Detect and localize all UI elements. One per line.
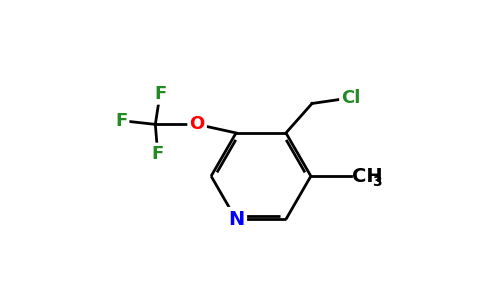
Text: F: F xyxy=(151,145,164,163)
Text: Cl: Cl xyxy=(341,89,361,107)
Text: N: N xyxy=(228,210,244,229)
Text: F: F xyxy=(154,85,166,103)
Text: F: F xyxy=(115,112,127,130)
Text: O: O xyxy=(190,116,205,134)
Text: 3: 3 xyxy=(372,175,382,189)
Text: CH: CH xyxy=(352,167,383,186)
